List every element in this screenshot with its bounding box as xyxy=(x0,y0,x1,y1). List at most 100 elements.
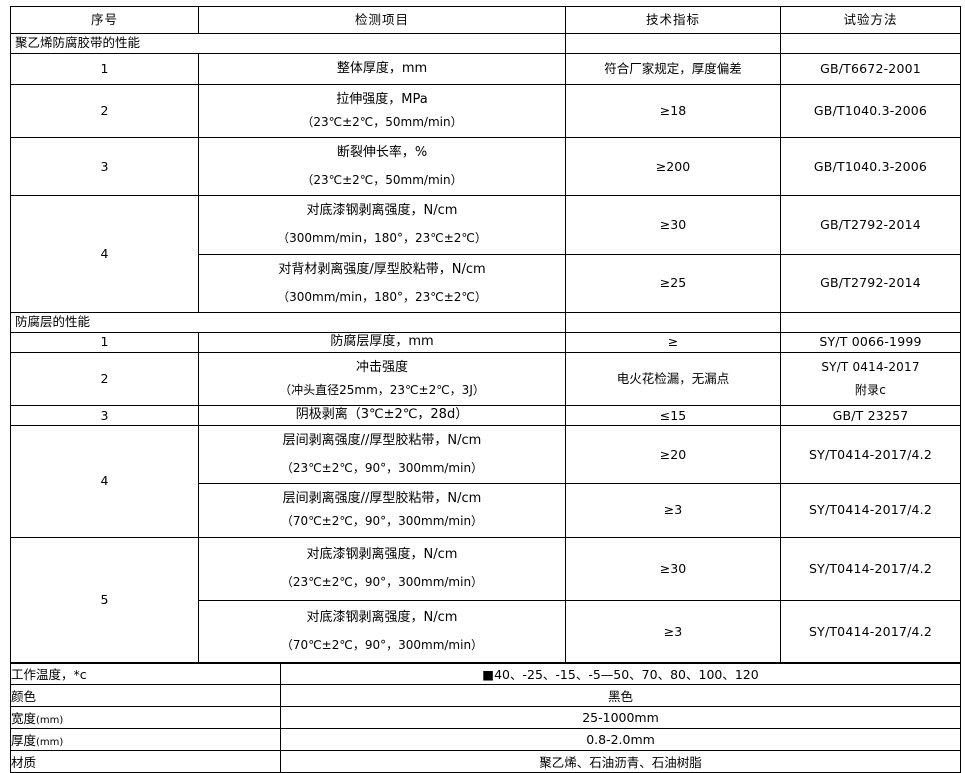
summary-table: 工作温度，*c ■40、-25、-15、-5—50、70、80、100、120 … xyxy=(10,662,961,773)
row-item-line1: 拉伸强度，MPa xyxy=(336,92,428,107)
row-method: SY/T0414-2017/4.2 xyxy=(780,483,961,538)
row-no: 2 xyxy=(10,83,199,139)
summary-label: 厚度(mm) xyxy=(10,728,281,752)
row-method: GB/T1040.3-2006 xyxy=(780,83,961,139)
row-no: 1 xyxy=(10,331,199,353)
row-no: 3 xyxy=(10,405,199,427)
summary-label: 材质 xyxy=(10,750,281,773)
summary-label-unit: (mm) xyxy=(36,715,64,727)
row-no: 5 xyxy=(10,536,199,664)
row-method: SY/T0414-2017/4.2 xyxy=(780,599,961,664)
summary-label-text: 宽度 xyxy=(11,711,37,727)
table-row: 5 对底漆钢剥离强度，N/cm （23℃±2℃，90°，300mm/min） ≥… xyxy=(10,536,961,664)
table-row: 2 拉伸强度，MPa （23℃±2℃，50mm/min） ≥18 GB/T104… xyxy=(10,83,961,139)
spec-sheet: 序号 检测项目 技术指标 试验方法 聚乙烯防腐胶带的性能 1 整体厚度，mm 符… xyxy=(10,6,961,773)
row-method-line1: SY/T 0414-2017 xyxy=(821,359,920,374)
row-item-line1: 对背材剥离强度/厚型胶粘带，N/cm xyxy=(278,261,486,277)
summary-row-working-temperature: 工作温度，*c ■40、-25、-15、-5—50、70、80、100、120 xyxy=(10,662,961,686)
row-item-line2: （70℃±2℃，90°，300mm/min） xyxy=(280,514,484,529)
table-row: 对背材剥离强度/厚型胶粘带，N/cm （300mm/min，180°，23℃±2… xyxy=(11,253,961,313)
summary-row-color: 颜色 黑色 xyxy=(10,684,961,708)
row-method-line2: 附录c xyxy=(854,383,887,398)
header-method: 试验方法 xyxy=(780,6,961,34)
row-item-line1: 对底漆钢剥离强度，N/cm xyxy=(306,203,458,219)
section-title-row: 聚乙烯防腐胶带的性能 xyxy=(10,33,961,54)
row-spec: 符合厂家规定，厚度偏差 xyxy=(565,53,781,85)
row-spec: ≥ xyxy=(565,331,781,353)
section-title-spacer-method xyxy=(780,311,961,333)
table-row: 对底漆钢剥离强度，N/cm （70℃±2℃，90°，300mm/min） ≥3 … xyxy=(11,599,961,664)
row-spec: ≥3 xyxy=(565,483,781,538)
row-item-line2: （300mm/min，180°，23℃±2℃） xyxy=(277,289,487,304)
summary-label-unit: (mm) xyxy=(36,737,64,749)
row-item-line1: 冲击强度 xyxy=(355,359,408,375)
row-item-line1: 层间剥离强度//厚型胶粘带，N/cm xyxy=(282,491,482,507)
summary-value: 黑色 xyxy=(280,684,961,708)
row-spec: ≥25 xyxy=(565,253,781,313)
table-row: 3 阴极剥离（3℃±2℃，28d） ≤15 GB/T 23257 xyxy=(10,405,961,427)
summary-value: ■40、-25、-15、-5—50、70、80、100、120 xyxy=(280,662,961,686)
summary-row-thickness: 厚度(mm) 0.8-2.0mm xyxy=(10,728,961,752)
table-row: 4 层间剥离强度//厚型胶粘带，N/cm （23℃±2℃，90°，300mm/m… xyxy=(10,425,961,538)
row-no: 2 xyxy=(10,351,199,407)
summary-value: 聚乙烯、石油沥青、石油树脂 xyxy=(280,750,961,773)
row-item-line2: （70℃±2℃，90°，300mm/min） xyxy=(280,637,484,652)
summary-value: 0.8-2.0mm xyxy=(280,728,961,752)
section-title-spacer-spec xyxy=(565,311,781,333)
row-spec: ≥30 xyxy=(565,195,781,255)
row-method: SY/T 0066-1999 xyxy=(780,331,961,353)
section-title-spacer-method xyxy=(780,33,961,54)
table-row: 1 防腐层厚度，mm ≥ SY/T 0066-1999 xyxy=(10,331,961,353)
section-title-spacer-spec xyxy=(565,33,781,54)
row-item-line2: （冲头直径25mm，23℃±2℃，3J） xyxy=(279,382,485,397)
row-no: 4 xyxy=(10,425,199,538)
row-spec: 电火花检漏，无漏点 xyxy=(565,351,781,407)
row-item-line1: 层间剥离强度//厚型胶粘带，N/cm xyxy=(282,433,482,449)
summary-label-text: 厚度 xyxy=(11,733,37,749)
summary-row-material: 材质 聚乙烯、石油沥青、石油树脂 xyxy=(10,750,961,773)
header-spec: 技术指标 xyxy=(565,6,781,34)
summary-value: 25-1000mm xyxy=(280,706,961,730)
summary-label: 颜色 xyxy=(10,684,281,708)
row-method: GB/T2792-2014 xyxy=(780,253,961,313)
row-method: GB/T1040.3-2006 xyxy=(780,137,961,197)
row-item-line1: 断裂伸长率，% xyxy=(336,145,428,161)
row-item-line1: 整体厚度，mm xyxy=(336,60,428,76)
row-item-line1: 对底漆钢剥离强度，N/cm xyxy=(306,547,458,563)
row-spec: ≥3 xyxy=(565,599,781,664)
section-title-row: 防腐层的性能 xyxy=(10,311,961,333)
row-method: GB/T 23257 xyxy=(780,405,961,427)
row-item-line1: 对底漆钢剥离强度，N/cm xyxy=(306,610,458,626)
row-spec: ≥20 xyxy=(565,425,781,485)
row-spec: ≤15 xyxy=(565,405,781,427)
header-item: 检测项目 xyxy=(198,6,566,34)
table-row: 层间剥离强度//厚型胶粘带，N/cm （70℃±2℃，90°，300mm/min… xyxy=(11,483,961,538)
specification-table: 序号 检测项目 技术指标 试验方法 聚乙烯防腐胶带的性能 1 整体厚度，mm 符… xyxy=(10,6,961,664)
summary-row-width: 宽度(mm) 25-1000mm xyxy=(10,706,961,730)
row-method: SY/T0414-2017/4.2 xyxy=(780,425,961,485)
row-item-line1: 阴极剥离（3℃±2℃，28d） xyxy=(295,407,469,423)
table-row: 1 整体厚度，mm 符合厂家规定，厚度偏差 GB/T6672-2001 xyxy=(10,53,961,85)
section-title-tape: 聚乙烯防腐胶带的性能 xyxy=(10,33,566,54)
row-spec: ≥18 xyxy=(565,83,781,139)
row-item-line2: （23℃±2℃，90°，300mm/min） xyxy=(280,574,484,589)
row-item-line1: 防腐层厚度，mm xyxy=(330,334,434,350)
row-method: SY/T 0414-2017 附录c xyxy=(780,351,961,407)
row-spec: ≥30 xyxy=(565,536,781,601)
row-item-line2: （23℃±2℃，90°，300mm/min） xyxy=(280,461,484,476)
row-spec: ≥200 xyxy=(565,137,781,197)
row-method: SY/T0414-2017/4.2 xyxy=(780,536,961,601)
row-method: GB/T6672-2001 xyxy=(780,53,961,85)
table-row: 2 冲击强度 （冲头直径25mm，23℃±2℃，3J） 电火花检漏，无漏点 SY… xyxy=(10,351,961,407)
row-item-line2: （300mm/min，180°，23℃±2℃） xyxy=(277,231,487,246)
row-no: 3 xyxy=(10,137,199,197)
table-header-row: 序号 检测项目 技术指标 试验方法 xyxy=(10,6,961,34)
section-title-coating: 防腐层的性能 xyxy=(10,311,566,333)
table-row: 4 对底漆钢剥离强度，N/cm （300mm/min，180°，23℃±2℃） … xyxy=(10,195,961,313)
row-item-line2: （23℃±2℃，50mm/min） xyxy=(301,173,463,188)
row-item-line2: （23℃±2℃，50mm/min） xyxy=(301,114,463,129)
row-no: 4 xyxy=(10,195,199,313)
row-no: 1 xyxy=(10,53,199,85)
table-row: 3 断裂伸长率，% （23℃±2℃，50mm/min） ≥200 GB/T104… xyxy=(10,137,961,197)
header-no: 序号 xyxy=(10,6,199,34)
